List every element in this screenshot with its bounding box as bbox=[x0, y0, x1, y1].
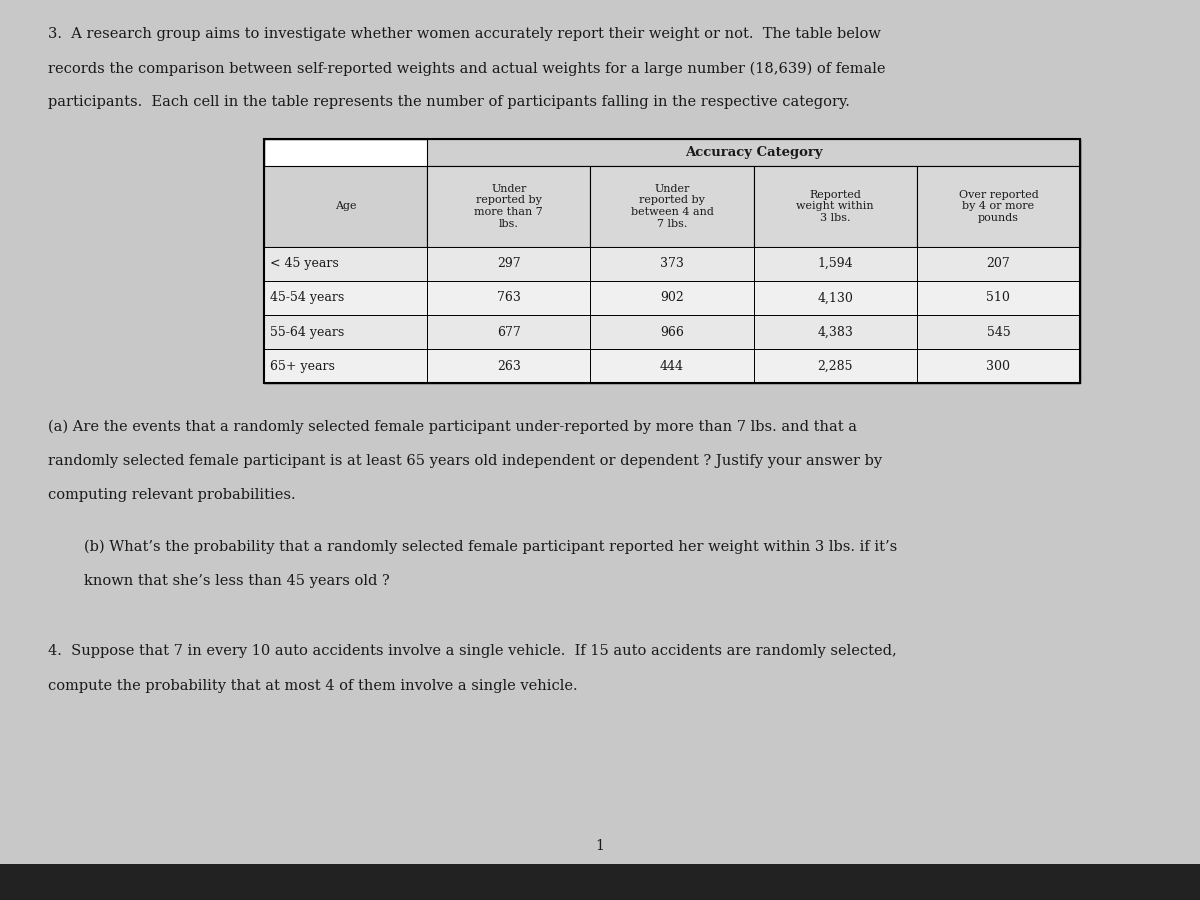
Text: 763: 763 bbox=[497, 292, 521, 304]
Text: 545: 545 bbox=[986, 326, 1010, 338]
FancyBboxPatch shape bbox=[0, 864, 1200, 900]
Text: 2,285: 2,285 bbox=[817, 360, 853, 373]
FancyBboxPatch shape bbox=[590, 247, 754, 281]
Text: Over reported
by 4 or more
pounds: Over reported by 4 or more pounds bbox=[959, 190, 1038, 222]
FancyBboxPatch shape bbox=[590, 281, 754, 315]
Text: 444: 444 bbox=[660, 360, 684, 373]
FancyBboxPatch shape bbox=[427, 281, 590, 315]
Text: records the comparison between self-reported weights and actual weights for a la: records the comparison between self-repo… bbox=[48, 61, 886, 76]
Text: 55-64 years: 55-64 years bbox=[270, 326, 344, 338]
Text: Accuracy Category: Accuracy Category bbox=[685, 146, 822, 158]
FancyBboxPatch shape bbox=[754, 281, 917, 315]
FancyBboxPatch shape bbox=[754, 166, 917, 247]
FancyBboxPatch shape bbox=[590, 166, 754, 247]
Text: computing relevant probabilities.: computing relevant probabilities. bbox=[48, 488, 295, 502]
Text: 966: 966 bbox=[660, 326, 684, 338]
Text: 902: 902 bbox=[660, 292, 684, 304]
Text: Reported
weight within
3 lbs.: Reported weight within 3 lbs. bbox=[797, 190, 874, 222]
Text: 45-54 years: 45-54 years bbox=[270, 292, 344, 304]
FancyBboxPatch shape bbox=[590, 315, 754, 349]
FancyBboxPatch shape bbox=[754, 349, 917, 383]
Text: < 45 years: < 45 years bbox=[270, 257, 338, 270]
FancyBboxPatch shape bbox=[427, 315, 590, 349]
FancyBboxPatch shape bbox=[264, 247, 427, 281]
Text: Under
reported by
more than 7
lbs.: Under reported by more than 7 lbs. bbox=[474, 184, 544, 229]
FancyBboxPatch shape bbox=[917, 247, 1080, 281]
FancyBboxPatch shape bbox=[264, 349, 427, 383]
FancyBboxPatch shape bbox=[264, 139, 1080, 383]
Text: Under
reported by
between 4 and
7 lbs.: Under reported by between 4 and 7 lbs. bbox=[630, 184, 714, 229]
FancyBboxPatch shape bbox=[754, 247, 917, 281]
FancyBboxPatch shape bbox=[917, 281, 1080, 315]
Text: 263: 263 bbox=[497, 360, 521, 373]
FancyBboxPatch shape bbox=[590, 349, 754, 383]
Text: compute the probability that at most 4 of them involve a single vehicle.: compute the probability that at most 4 o… bbox=[48, 679, 577, 693]
Text: participants.  Each cell in the table represents the number of participants fall: participants. Each cell in the table rep… bbox=[48, 95, 850, 110]
Text: 373: 373 bbox=[660, 257, 684, 270]
Text: 65+ years: 65+ years bbox=[270, 360, 335, 373]
Text: (b) What’s the probability that a randomly selected female participant reported : (b) What’s the probability that a random… bbox=[84, 540, 898, 554]
FancyBboxPatch shape bbox=[264, 220, 427, 247]
Text: 4.  Suppose that 7 in every 10 auto accidents involve a single vehicle.  If 15 a: 4. Suppose that 7 in every 10 auto accid… bbox=[48, 644, 896, 659]
FancyBboxPatch shape bbox=[427, 166, 590, 247]
Text: 300: 300 bbox=[986, 360, 1010, 373]
Text: randomly selected female participant is at least 65 years old independent or dep: randomly selected female participant is … bbox=[48, 454, 882, 468]
FancyBboxPatch shape bbox=[427, 139, 1080, 166]
FancyBboxPatch shape bbox=[917, 349, 1080, 383]
FancyBboxPatch shape bbox=[264, 281, 427, 315]
Text: 3.  A research group aims to investigate whether women accurately report their w: 3. A research group aims to investigate … bbox=[48, 27, 881, 41]
FancyBboxPatch shape bbox=[264, 315, 427, 349]
Text: 4,130: 4,130 bbox=[817, 292, 853, 304]
Text: 297: 297 bbox=[497, 257, 521, 270]
Text: 510: 510 bbox=[986, 292, 1010, 304]
Text: known that she’s less than 45 years old ?: known that she’s less than 45 years old … bbox=[84, 574, 390, 589]
FancyBboxPatch shape bbox=[427, 247, 590, 281]
FancyBboxPatch shape bbox=[427, 349, 590, 383]
Text: 4,383: 4,383 bbox=[817, 326, 853, 338]
Text: 1: 1 bbox=[595, 839, 605, 853]
FancyBboxPatch shape bbox=[264, 166, 427, 247]
Text: 207: 207 bbox=[986, 257, 1010, 270]
Text: 1,594: 1,594 bbox=[817, 257, 853, 270]
FancyBboxPatch shape bbox=[917, 166, 1080, 247]
Text: Age: Age bbox=[335, 201, 356, 212]
Text: 677: 677 bbox=[497, 326, 521, 338]
Text: (a) Are the events that a randomly selected female participant under-reported by: (a) Are the events that a randomly selec… bbox=[48, 419, 857, 434]
FancyBboxPatch shape bbox=[754, 315, 917, 349]
FancyBboxPatch shape bbox=[917, 315, 1080, 349]
